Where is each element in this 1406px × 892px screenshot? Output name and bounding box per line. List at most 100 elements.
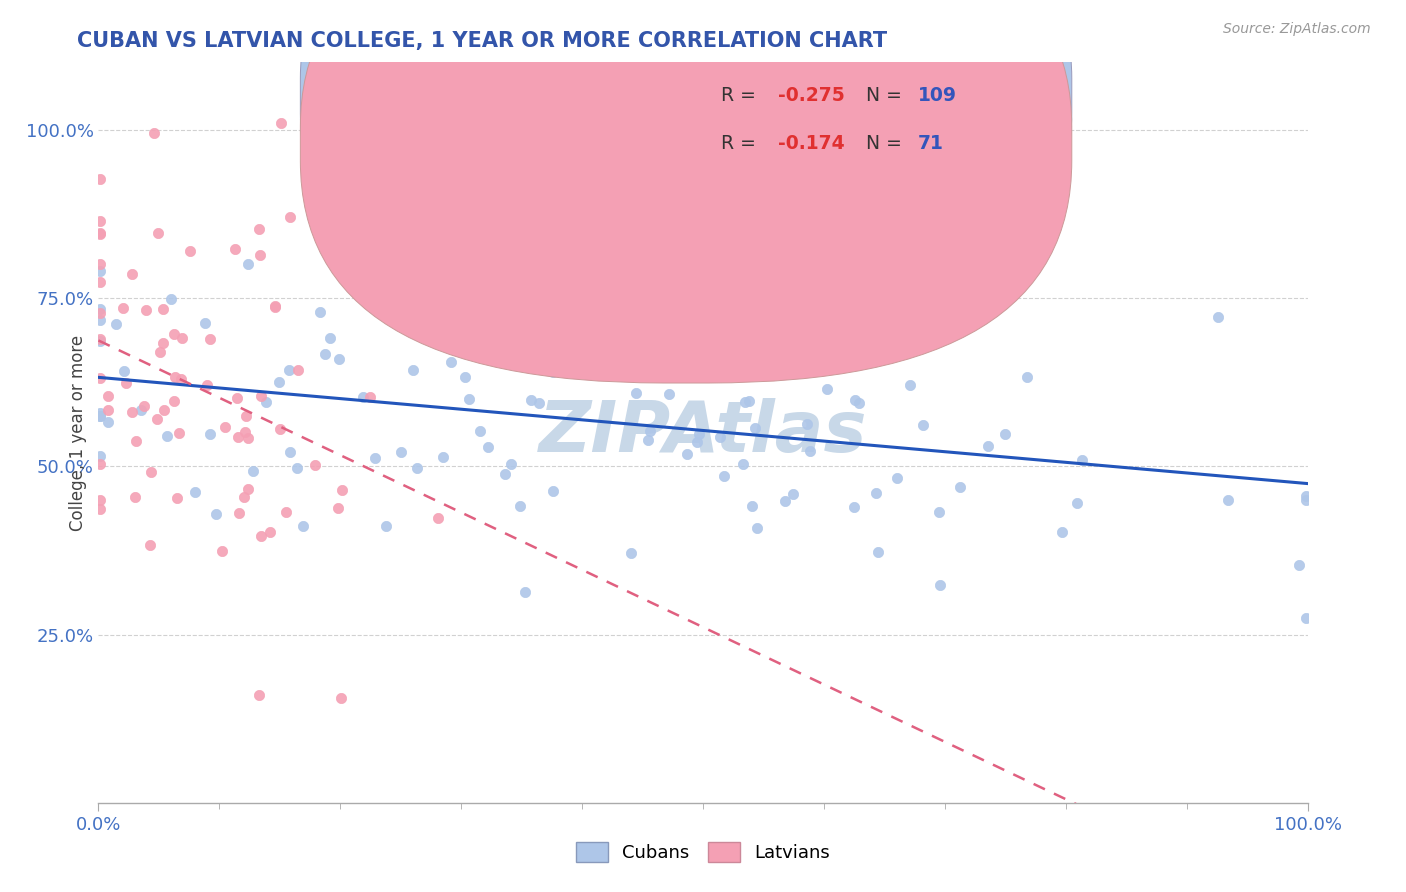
Point	[799, 444, 821, 458]
Point	[842, 500, 865, 514]
Point	[200, 427, 222, 442]
Point	[898, 378, 921, 392]
Point	[156, 429, 179, 443]
Point	[427, 511, 450, 525]
Point	[89, 275, 111, 289]
Point	[167, 425, 190, 440]
Point	[405, 461, 427, 475]
Point	[152, 336, 174, 351]
Point	[89, 306, 111, 320]
Point	[848, 396, 870, 410]
Point	[163, 327, 186, 342]
Point	[236, 482, 259, 496]
Point	[607, 351, 630, 366]
Point	[735, 337, 758, 351]
Text: R =: R =	[721, 87, 762, 105]
Point	[494, 467, 516, 482]
Point	[89, 312, 111, 326]
Point	[105, 317, 128, 331]
FancyBboxPatch shape	[301, 0, 1071, 335]
Point	[509, 499, 531, 513]
Point	[170, 372, 193, 386]
FancyBboxPatch shape	[643, 73, 1011, 181]
Point	[1071, 452, 1094, 467]
Point	[285, 461, 308, 475]
Point	[179, 244, 201, 258]
Point	[121, 405, 143, 419]
Point	[733, 457, 755, 471]
Point	[454, 369, 477, 384]
Point	[97, 403, 120, 417]
Point	[468, 424, 491, 438]
Text: R =: R =	[721, 135, 762, 153]
Point	[242, 464, 264, 478]
Text: -0.275: -0.275	[778, 87, 845, 105]
Point	[891, 310, 914, 325]
Point	[276, 505, 298, 519]
Point	[527, 395, 550, 409]
Point	[139, 539, 162, 553]
Point	[205, 507, 228, 521]
Point	[111, 301, 134, 315]
Point	[89, 450, 111, 464]
Point	[238, 256, 260, 270]
Point	[89, 332, 111, 346]
Point	[308, 305, 330, 319]
Text: CUBAN VS LATVIAN COLLEGE, 1 YEAR OR MORE CORRELATION CHART: CUBAN VS LATVIAN COLLEGE, 1 YEAR OR MORE…	[77, 31, 887, 51]
Point	[330, 483, 353, 497]
Point	[688, 427, 710, 442]
Point	[551, 357, 574, 371]
Point	[211, 544, 233, 558]
Point	[515, 584, 537, 599]
Point	[541, 365, 564, 379]
Point	[89, 501, 111, 516]
Point	[247, 688, 270, 702]
Point	[278, 210, 301, 224]
Point	[734, 395, 756, 409]
Point	[121, 267, 143, 281]
Point	[224, 243, 246, 257]
Point	[773, 494, 796, 508]
Point	[1050, 525, 1073, 540]
Point	[432, 450, 454, 464]
Point	[160, 292, 183, 306]
Point	[886, 471, 908, 485]
Point	[1218, 493, 1240, 508]
Point	[125, 434, 148, 449]
Point	[89, 227, 111, 241]
Point	[606, 328, 628, 343]
Point	[249, 222, 271, 236]
Point	[89, 334, 111, 349]
Point	[745, 521, 768, 535]
Point	[278, 363, 301, 377]
Point	[440, 355, 463, 369]
Point	[929, 578, 952, 592]
Point	[994, 427, 1017, 442]
Point	[115, 376, 138, 391]
Point	[267, 375, 290, 389]
Point	[689, 348, 711, 362]
Point	[1017, 370, 1039, 384]
Point	[977, 438, 1000, 452]
Point	[685, 434, 707, 449]
Point	[868, 544, 890, 558]
Point	[328, 351, 350, 366]
Point	[194, 316, 217, 330]
Legend: Cubans, Latvians: Cubans, Latvians	[568, 835, 838, 870]
Point	[1295, 611, 1317, 625]
Point	[741, 499, 763, 513]
Point	[89, 213, 111, 227]
Point	[329, 690, 352, 705]
Point	[675, 447, 697, 461]
Point	[522, 252, 544, 266]
Text: -0.174: -0.174	[778, 135, 845, 153]
Point	[89, 409, 111, 423]
Point	[569, 317, 592, 331]
Point	[620, 271, 643, 285]
Point	[458, 392, 481, 406]
Point	[170, 331, 193, 345]
Point	[928, 505, 950, 519]
Point	[129, 403, 152, 417]
Point	[744, 421, 766, 435]
Point	[389, 445, 412, 459]
